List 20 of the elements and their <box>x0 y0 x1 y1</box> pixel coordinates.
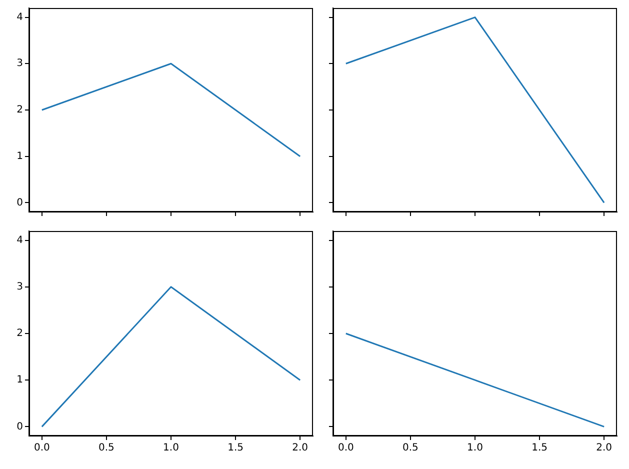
x-tick-label: 0.5 <box>98 442 114 454</box>
x-tick-label: 0.5 <box>402 442 418 454</box>
x-tick-label: 0.0 <box>34 442 50 454</box>
x-tick-label: 1.5 <box>228 442 244 454</box>
y-tick-label: 0 <box>16 421 23 432</box>
y-tick-label: 2 <box>16 104 23 116</box>
y-tick-label: 3 <box>16 58 23 70</box>
x-tick-label: 2.0 <box>596 442 612 454</box>
y-tick-label: 1 <box>16 374 23 386</box>
y-tick-label: 4 <box>16 12 23 23</box>
y-tick-label: 3 <box>16 282 23 293</box>
y-tick-label: 2 <box>16 328 23 340</box>
y-tick-label: 4 <box>16 234 23 246</box>
x-tick-label: 2.0 <box>292 442 308 454</box>
y-tick-label: 0 <box>16 197 23 208</box>
x-tick-label: 1.5 <box>532 442 548 454</box>
x-tick-label: 1.0 <box>163 442 179 454</box>
x-tick-label: 0.0 <box>338 442 354 454</box>
x-tick-label: 1.0 <box>467 442 483 454</box>
y-tick-label: 1 <box>16 150 23 162</box>
